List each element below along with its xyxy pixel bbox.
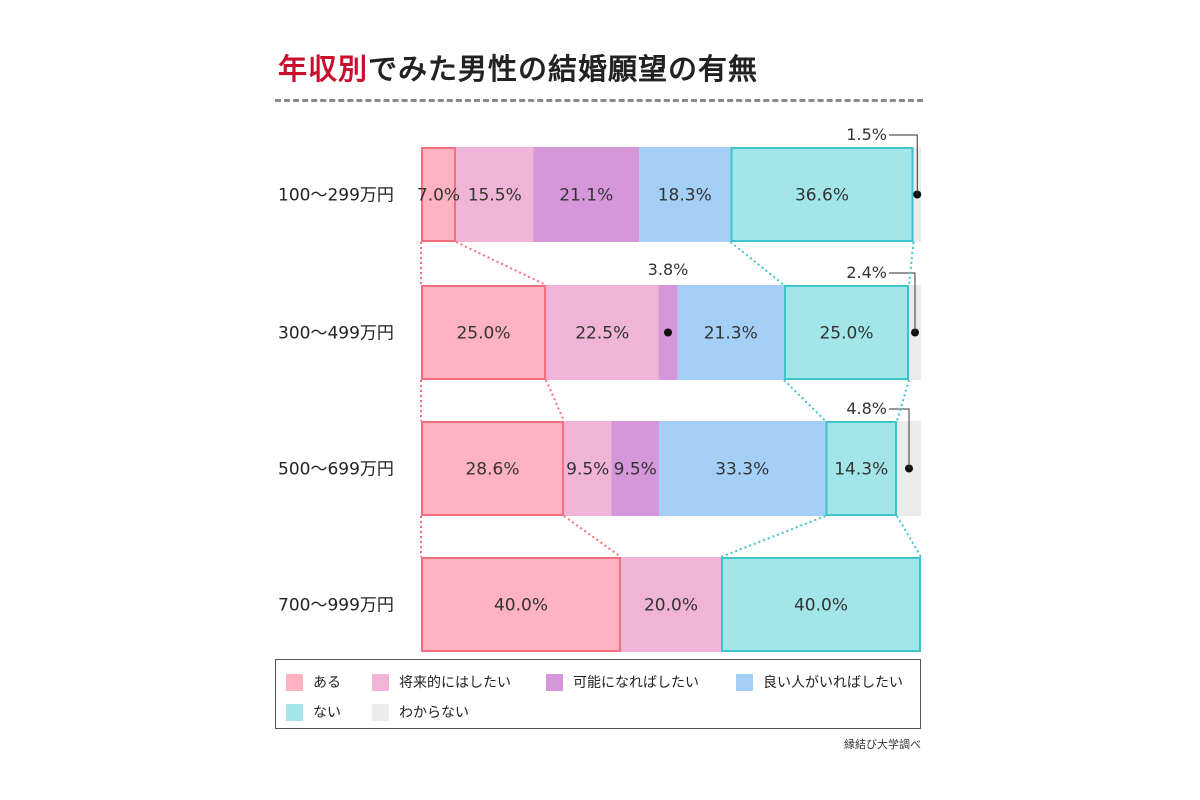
connector-aru — [563, 515, 622, 558]
category-label: 300〜499万円 — [278, 324, 394, 344]
connector-nai — [783, 379, 827, 422]
legend-label: わからない — [399, 705, 469, 721]
bar-segment — [639, 147, 731, 242]
legend-label: 良い人がいればしたい — [763, 675, 903, 691]
callout-line — [889, 134, 918, 195]
category-label: 500〜699万円 — [278, 460, 394, 480]
data-label: 15.5% — [468, 186, 522, 206]
data-label: 9.5% — [566, 460, 609, 480]
callout-label: 4.8% — [846, 399, 887, 418]
source-note: 縁結び大学調べ — [844, 738, 921, 751]
legend-swatch-wakaranai — [372, 703, 389, 721]
legend-swatch-shourai — [372, 673, 389, 691]
callout-label: 3.8% — [648, 260, 689, 279]
bar-segment — [421, 147, 456, 242]
legend-label: ある — [313, 675, 341, 691]
bar-segment — [546, 285, 659, 380]
bar-segment — [677, 285, 784, 380]
callout-dot — [664, 328, 672, 337]
bar-border-aru — [421, 147, 456, 242]
bar-segment — [730, 147, 914, 242]
data-label: 14.3% — [834, 460, 888, 480]
callout-line — [889, 408, 910, 469]
title-rest: でみた男性の結婚願望の有無 — [368, 52, 759, 86]
legend-swatch-kanou — [546, 673, 563, 691]
legend: ある 将来的にはしたい 可能になればしたい 良い人がいればしたい ない わからな… — [275, 659, 921, 729]
legend-swatch-nai — [286, 703, 303, 721]
connector-nai — [729, 241, 785, 286]
bar-segment — [421, 557, 621, 652]
data-label: 28.6% — [465, 460, 519, 480]
legend-item-wakaranai: わからない — [372, 702, 469, 722]
data-label: 33.3% — [715, 460, 769, 480]
legend-swatch-yoihito — [736, 673, 753, 691]
connector-nai — [720, 515, 826, 558]
data-label: 40.0% — [794, 596, 848, 616]
callout-label: 1.5% — [846, 125, 887, 144]
data-label: 25.0% — [456, 324, 510, 344]
legend-label: 可能になればしたい — [573, 675, 699, 691]
connector-aru — [455, 241, 547, 286]
bar-border-nai — [721, 557, 921, 652]
bar-border-nai — [825, 421, 897, 516]
title-divider — [275, 99, 923, 102]
legend-swatch-aru — [286, 673, 303, 691]
callout-line — [889, 272, 916, 333]
data-label: 22.5% — [575, 324, 629, 344]
bar-segment — [721, 557, 921, 652]
bar-segment — [621, 557, 721, 652]
bar-border-aru — [421, 285, 546, 380]
data-label: 25.0% — [819, 324, 873, 344]
data-label: 20.0% — [644, 596, 698, 616]
bar-segment — [456, 147, 534, 242]
connector-aru — [545, 379, 565, 422]
legend-label: 将来的にはしたい — [399, 675, 511, 691]
chart-title: 年収別でみた男性の結婚願望の有無 — [278, 46, 758, 88]
bar-segment — [825, 421, 897, 516]
data-label: 9.5% — [614, 460, 657, 480]
bar-segment — [784, 285, 909, 380]
category-label: 100〜299万円 — [278, 186, 394, 206]
data-label: 21.1% — [559, 186, 613, 206]
connector-nai-right — [896, 379, 910, 422]
connector-nai-right — [896, 515, 922, 558]
bar-border-nai — [730, 147, 914, 242]
bar-segment — [533, 147, 639, 242]
bar-border-aru — [421, 557, 621, 652]
bar-segment — [421, 285, 546, 380]
legend-item-nai: ない — [286, 702, 341, 722]
bar-segment — [421, 421, 564, 516]
bar-segment — [564, 421, 612, 516]
data-label: 18.3% — [658, 186, 712, 206]
bar-segment — [659, 421, 826, 516]
category-label: 700〜999万円 — [278, 596, 394, 616]
title-accent: 年収別 — [278, 52, 369, 86]
data-label: 21.3% — [704, 324, 758, 344]
connector-nai-right — [908, 241, 915, 286]
data-label: 7.0% — [417, 186, 460, 206]
bar-segment — [611, 421, 659, 516]
bar-border-nai — [784, 285, 909, 380]
legend-item-kanou: 可能になればしたい — [546, 672, 699, 692]
legend-item-aru: ある — [286, 672, 341, 692]
legend-label: ない — [313, 705, 341, 721]
bar-border-aru — [421, 421, 564, 516]
data-label: 36.6% — [795, 186, 849, 206]
legend-item-yoihito: 良い人がいればしたい — [736, 672, 903, 692]
data-label: 40.0% — [494, 596, 548, 616]
legend-item-shourai: 将来的にはしたい — [372, 672, 511, 692]
callout-label: 2.4% — [846, 263, 887, 282]
